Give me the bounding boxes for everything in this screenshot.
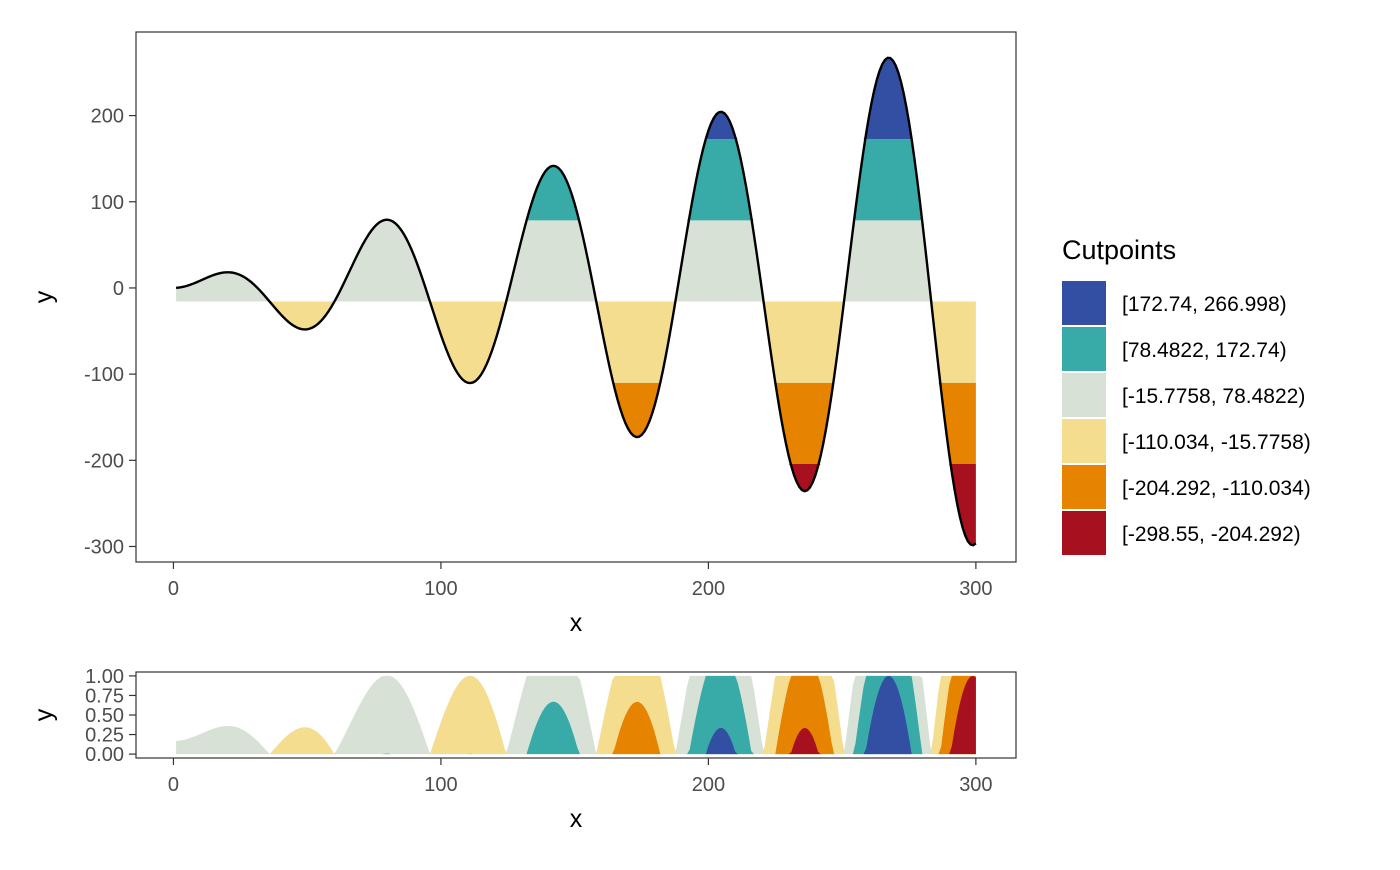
main-band-areas bbox=[176, 57, 976, 546]
main-y-tick-label: 0 bbox=[113, 278, 124, 300]
legend-label: [-204.292, -110.034) bbox=[1122, 477, 1311, 500]
horizon-x-tick-label: 100 bbox=[424, 774, 457, 796]
horizon-band-3 bbox=[176, 675, 976, 755]
legend-entries: [172.74, 266.998) [78.4822, 172.74) [-15.7… bbox=[1062, 281, 1311, 555]
horizon-y-tick-label: 1.00 bbox=[85, 666, 124, 688]
main-curve-line bbox=[176, 56, 977, 547]
horizon-y-tick-label: 0.25 bbox=[85, 725, 124, 747]
horizon-plot: 0 100 200 300 1.000.750.500.250.00 x y bbox=[30, 666, 1017, 833]
legend-swatch bbox=[1062, 327, 1106, 371]
main-y-tick-label: 200 bbox=[91, 106, 124, 128]
legend-swatch bbox=[1062, 511, 1106, 555]
main-x-tick-label: 100 bbox=[424, 578, 457, 600]
legend-title: Cutpoints bbox=[1062, 235, 1176, 265]
main-band-6 bbox=[176, 57, 976, 140]
legend: Cutpoints [172.74, 266.998) [78.4822, 172… bbox=[1062, 235, 1311, 555]
horizon-x-axis-title: x bbox=[570, 805, 583, 833]
legend-label: [-110.034, -15.7758) bbox=[1122, 431, 1311, 454]
main-band-5 bbox=[176, 139, 976, 221]
horizon-x-axis: 0 100 200 300 bbox=[168, 758, 993, 796]
main-x-tick-label: 0 bbox=[168, 578, 179, 600]
main-y-tick-label: -100 bbox=[84, 364, 124, 386]
horizon-x-tick-label: 200 bbox=[692, 774, 725, 796]
main-x-tick-label: 200 bbox=[692, 578, 725, 600]
main-band-2 bbox=[176, 382, 976, 465]
main-plot: 0 100 200 300 200 100 0 -100 -200 -300 x y bbox=[30, 31, 1017, 637]
horizon-x-tick-label: 0 bbox=[168, 774, 179, 796]
legend-label: [172.74, 266.998) bbox=[1122, 293, 1287, 316]
main-x-axis-title: x bbox=[570, 609, 583, 637]
legend-label: [-298.55, -204.292) bbox=[1122, 523, 1301, 546]
main-y-axis: 200 100 0 -100 -200 -300 bbox=[84, 106, 136, 558]
horizon-y-axis: 1.000.750.500.250.00 bbox=[85, 666, 136, 766]
horizon-x-tick-label: 300 bbox=[959, 774, 992, 796]
main-x-tick-label: 300 bbox=[959, 578, 992, 600]
legend-swatch bbox=[1062, 465, 1106, 509]
main-band-1 bbox=[176, 464, 976, 546]
horizon-band-4 bbox=[176, 675, 976, 755]
legend-label: [78.4822, 172.74) bbox=[1122, 339, 1287, 362]
main-x-axis: 0 100 200 300 bbox=[168, 562, 993, 600]
legend-swatch bbox=[1062, 373, 1106, 417]
legend-label: [-15.7758, 78.4822) bbox=[1122, 385, 1305, 408]
legend-swatch bbox=[1062, 419, 1106, 463]
horizon-band-2 bbox=[176, 675, 976, 755]
main-y-tick-label: -300 bbox=[84, 536, 124, 558]
horizon-y-tick-label: 0.00 bbox=[85, 744, 124, 766]
main-panel-border bbox=[135, 31, 1017, 563]
legend-swatch bbox=[1062, 281, 1106, 325]
main-y-tick-label: -200 bbox=[84, 450, 124, 472]
horizon-band-areas bbox=[176, 675, 976, 755]
main-y-axis-title: y bbox=[30, 290, 58, 303]
main-band-4 bbox=[176, 220, 976, 302]
horizon-y-tick-label: 0.50 bbox=[85, 705, 124, 727]
horizon-y-tick-label: 0.75 bbox=[85, 685, 124, 707]
main-y-tick-label: 100 bbox=[91, 192, 124, 214]
horizon-band-6 bbox=[176, 675, 976, 755]
horizon-y-axis-title: y bbox=[30, 708, 58, 721]
main-band-3 bbox=[176, 301, 976, 383]
